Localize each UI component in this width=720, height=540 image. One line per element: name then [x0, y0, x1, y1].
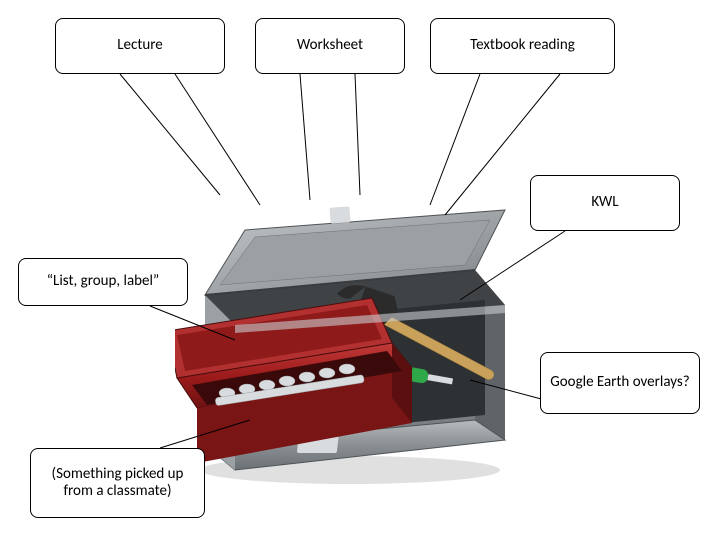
label-text: (Something picked up from a classmate): [37, 466, 198, 501]
label-worksheet: Worksheet: [255, 18, 405, 74]
label-text: Textbook reading: [470, 37, 575, 54]
label-lecture: Lecture: [55, 18, 225, 74]
label-text: Google Earth overlays?: [550, 374, 689, 391]
toolbox-illustration: [175, 185, 515, 485]
label-google-earth: Google Earth overlays?: [540, 352, 700, 414]
label-classmate: (Something picked up from a classmate): [30, 448, 205, 518]
diagram-stage: Lecture Worksheet Textbook reading KWL “…: [0, 0, 720, 540]
label-textbook: Textbook reading: [430, 18, 615, 74]
label-kwl: KWL: [530, 175, 680, 231]
label-text: Worksheet: [297, 37, 363, 54]
label-list-group-label: “List, group, label”: [18, 258, 188, 306]
label-text: “List, group, label”: [47, 273, 159, 290]
label-text: KWL: [591, 194, 618, 211]
label-text: Lecture: [117, 37, 163, 54]
